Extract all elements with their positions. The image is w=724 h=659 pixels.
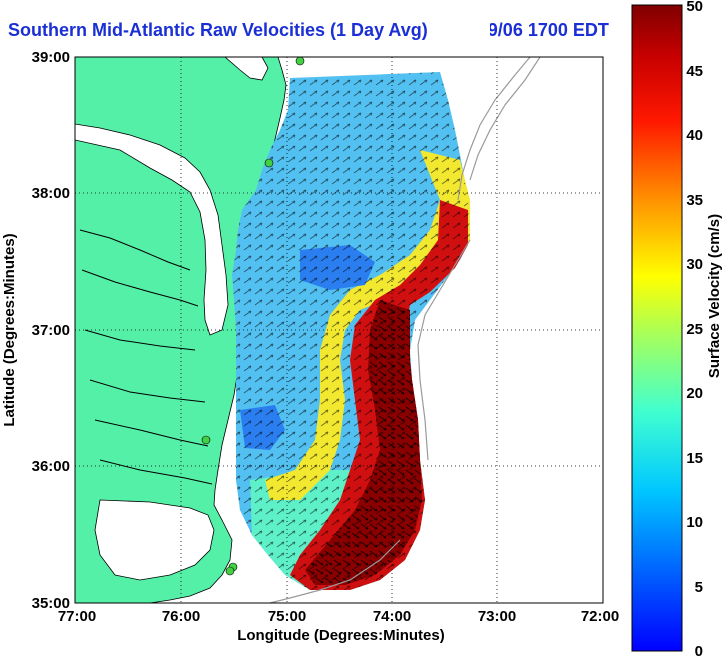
title-overlap [432,22,490,44]
grid-lines [75,57,603,603]
longitude-ticks: 77:00 76:00 75:00 74:00 73:00 72:00 [58,608,619,625]
lon-tick-label: 74:00 [373,608,411,625]
lat-tick-label: 36:00 [32,458,70,475]
colorbar-ticks: 50 45 40 35 30 25 20 15 10 5 0 [686,0,703,659]
lat-tick-label: 38:00 [32,185,70,202]
station-marker [201,435,211,445]
colorbar [631,4,683,652]
bathymetry-contours [269,57,541,603]
lon-tick-label: 73:00 [478,608,516,625]
colorbar-tick-label: 20 [686,385,703,402]
chesapeake-bay [75,123,229,336]
colorbar-tick-label: 30 [686,256,703,273]
colorbar-tick-label: 40 [686,127,703,144]
colorbar-tick-label: 5 [695,579,703,596]
station-marker [264,158,274,168]
lat-tick-label: 39:00 [32,49,70,66]
lon-tick-label: 76:00 [162,608,200,625]
colorbar-tick-label: 10 [686,514,703,531]
colorbar-tick-label: 50 [686,0,703,15]
latitude-ticks: 39:00 38:00 37:00 36:00 35:00 [32,49,70,612]
colorbar-tick-label: 45 [686,63,703,80]
jet-vectors [305,300,422,585]
rivers [79,229,213,485]
lat-tick-label: 37:00 [32,322,70,339]
station-marker [225,566,235,576]
colorbar-label: Surface Velocity (cm/s) [706,214,723,378]
lat-tick-label: 35:00 [32,595,70,612]
y-axis-label: Latitude (Degrees:Minutes) [1,233,18,426]
colorbar-tick-label: 35 [686,192,703,209]
colorbar-tick-label: 25 [686,321,703,338]
station-markers [201,56,305,576]
lon-tick-label: 72:00 [581,608,619,625]
sound-water [94,499,215,581]
colorbar-tick-label: 15 [686,450,703,467]
plot-frame [74,56,604,604]
lon-tick-label: 77:00 [58,608,96,625]
station-marker [295,56,305,66]
delaware-bay [224,57,269,81]
x-axis-label: Longitude (Degrees:Minutes) [237,627,445,644]
lon-tick-label: 75:00 [268,608,306,625]
colorbar-tick-label: 0 [695,643,703,659]
